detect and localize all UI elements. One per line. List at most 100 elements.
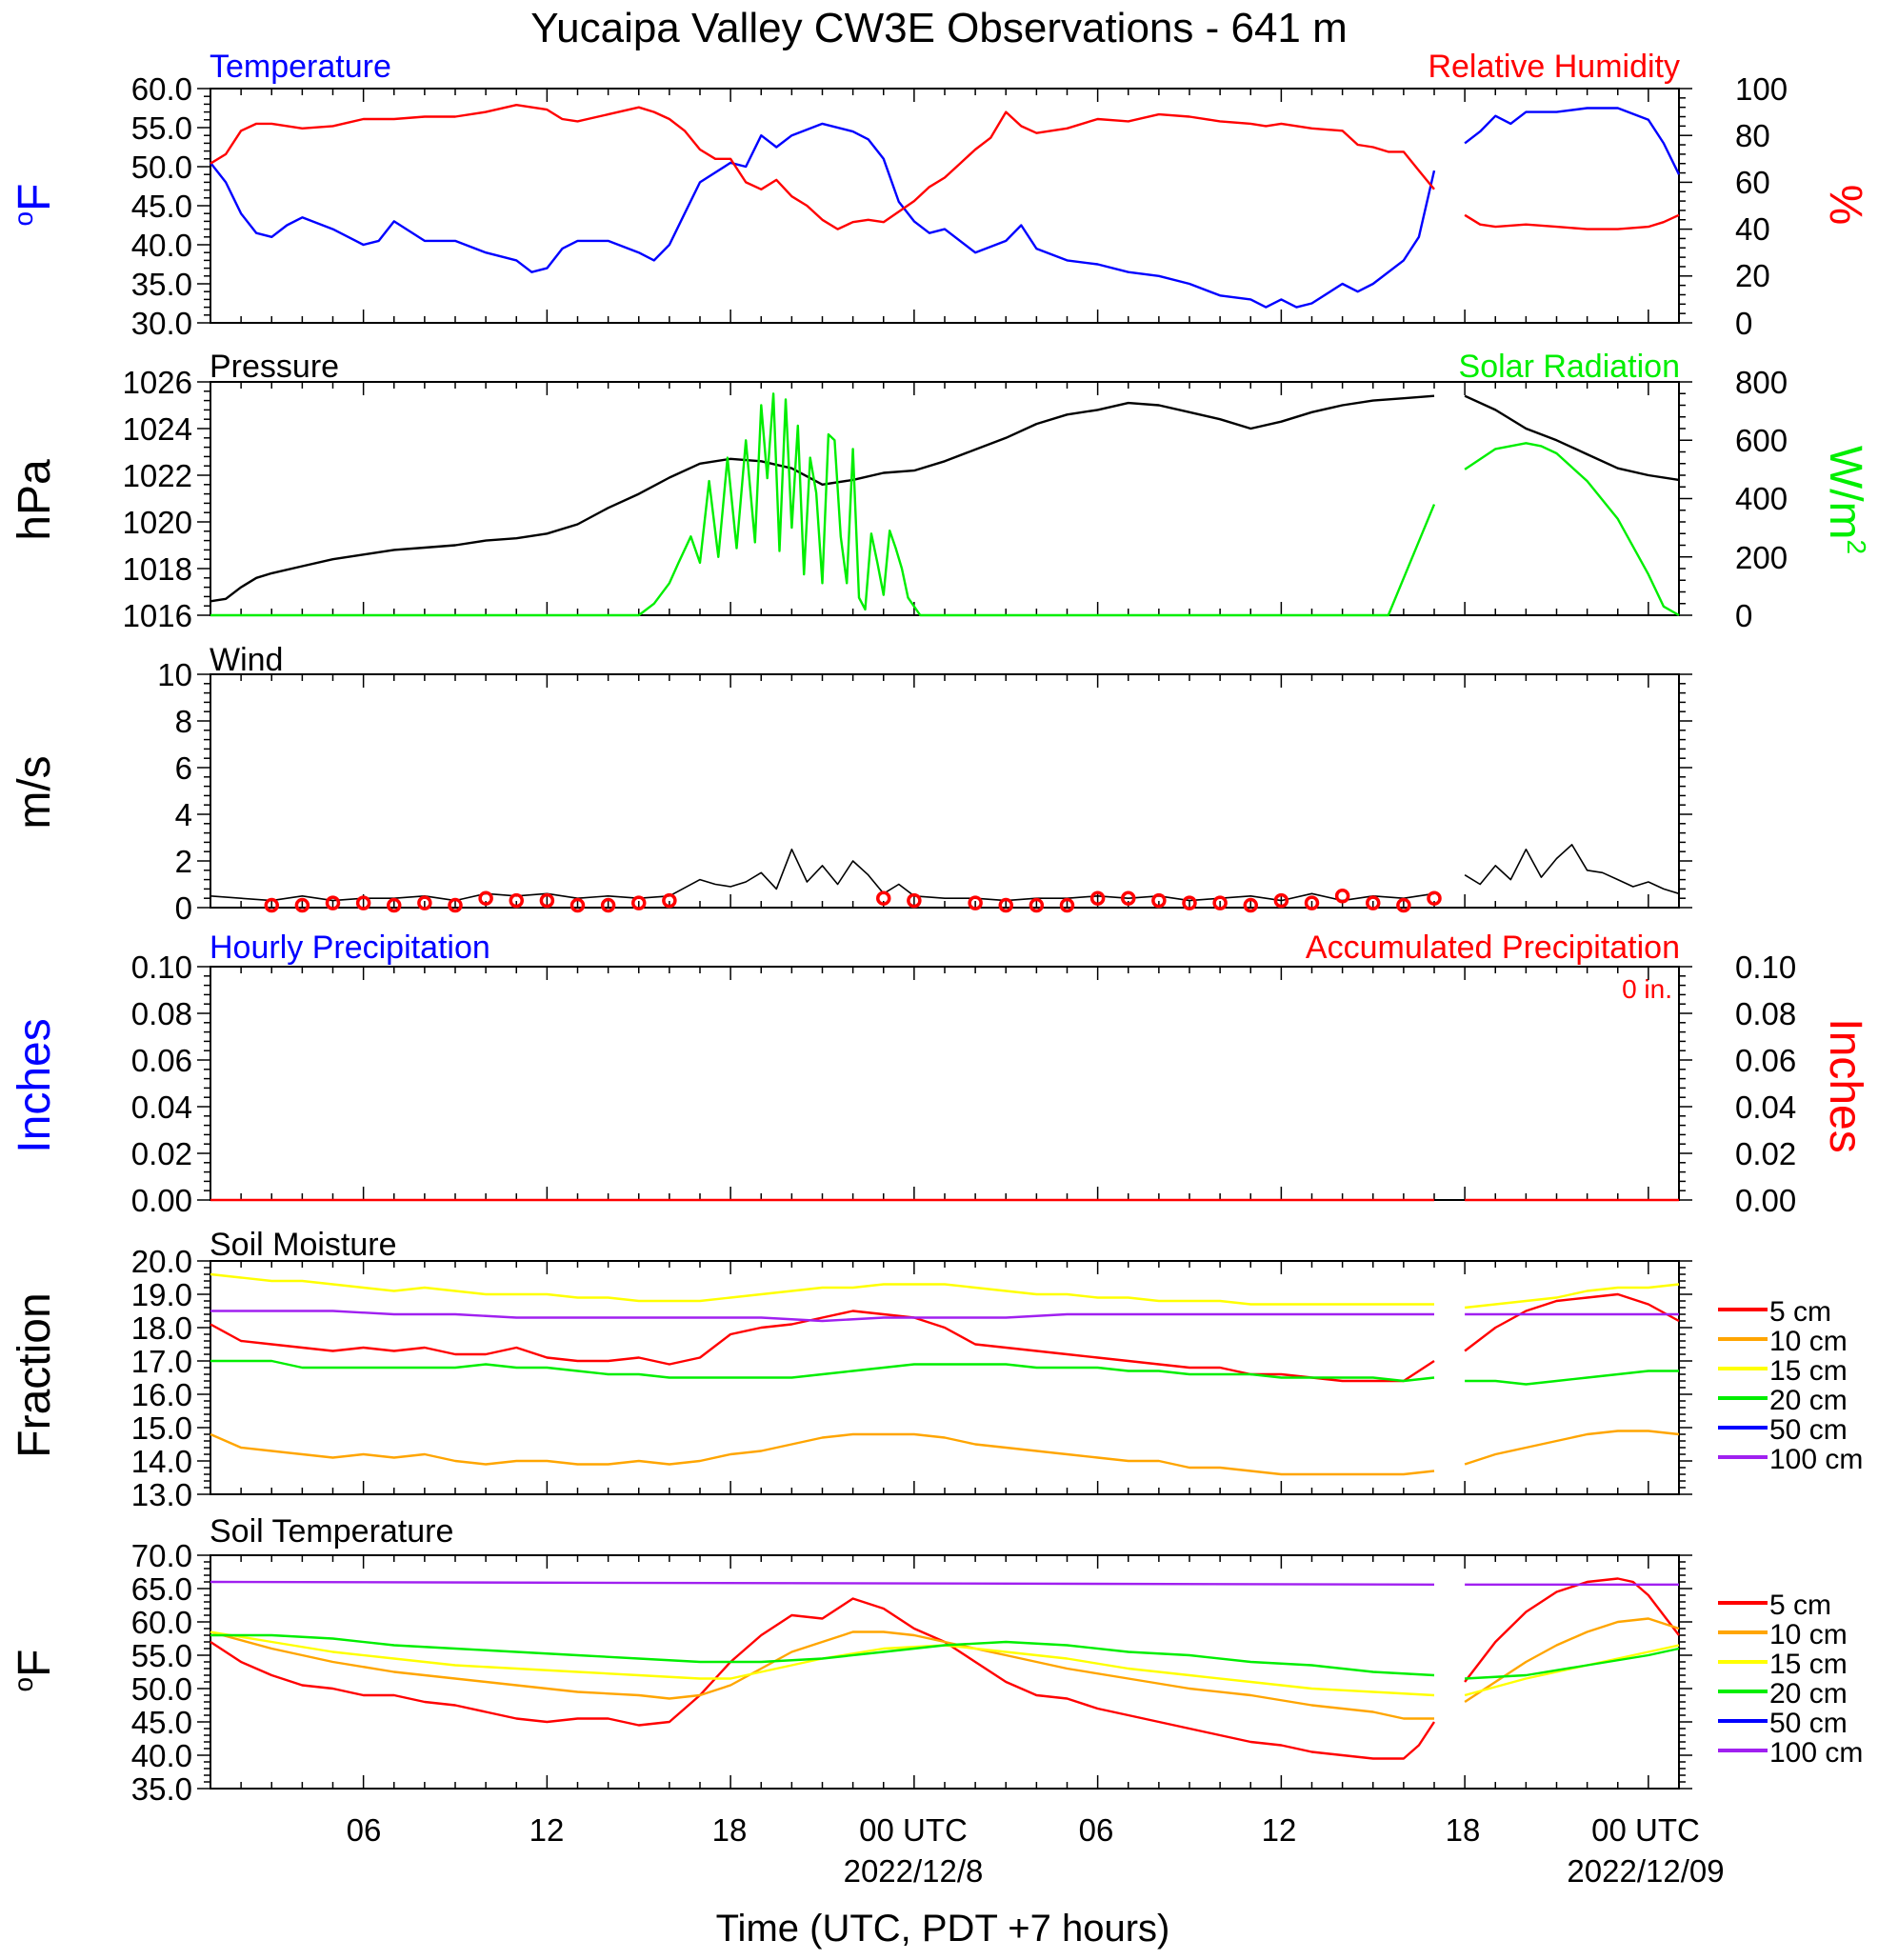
ytick-label: 0 bbox=[1735, 306, 1752, 341]
wind-yticks: 10 8 6 4 2 0 bbox=[157, 657, 192, 926]
ytick-label: 100 bbox=[1735, 71, 1788, 107]
legend-label: 20 cm bbox=[1769, 1385, 1848, 1416]
legend-label: 50 cm bbox=[1769, 1708, 1848, 1739]
panel-soil-temperature: Soil Temperature oF 70.0 65.0 60.0 55.0 … bbox=[9, 1513, 1863, 1807]
legend-label: 50 cm bbox=[1769, 1414, 1848, 1446]
soil-temperature-title: Soil Temperature bbox=[210, 1513, 453, 1550]
soil-temperature-series-line bbox=[1465, 1647, 1680, 1680]
soil-temperature-series-line bbox=[210, 1597, 1436, 1760]
calm-wind-marker bbox=[1396, 897, 1411, 913]
calm-wind-marker bbox=[1029, 897, 1045, 913]
ytick-label: 4 bbox=[175, 797, 192, 832]
legend-label: 5 cm bbox=[1769, 1296, 1831, 1328]
temperature-yticks: 60.0 55.0 50.0 45.0 40.0 35.0 30.0 bbox=[131, 71, 192, 341]
pressure-title: Pressure bbox=[210, 349, 339, 385]
calm-wind-marker bbox=[1089, 890, 1106, 906]
calm-wind-marker bbox=[448, 897, 463, 913]
calm-wind-marker bbox=[907, 892, 922, 909]
calm-wind-marker bbox=[662, 892, 677, 909]
calm-wind-marker bbox=[355, 895, 371, 910]
soil-moisture-series-line bbox=[1464, 1292, 1680, 1352]
solar-axis-label: W/m2 bbox=[1820, 446, 1871, 554]
soil-temperature-yticks: 70.0 65.0 60.0 55.0 50.0 45.0 40.0 35.0 bbox=[131, 1538, 192, 1807]
ytick-label: 35.0 bbox=[131, 267, 192, 302]
calm-wind-marker bbox=[1059, 897, 1075, 913]
ytick-label: 55.0 bbox=[131, 1638, 192, 1673]
accum-precip-axis-label: Inches bbox=[1820, 1018, 1870, 1152]
xtick-label: 06 bbox=[1079, 1812, 1114, 1848]
soil-moisture-series-line bbox=[210, 1359, 1435, 1383]
ytick-label: 80 bbox=[1735, 118, 1770, 153]
calm-wind-marker bbox=[600, 897, 616, 913]
legend-label: 15 cm bbox=[1769, 1649, 1848, 1680]
x-axis-title: Time (UTC, PDT +7 hours) bbox=[716, 1908, 1170, 1950]
ytick-label: 0.04 bbox=[1735, 1090, 1796, 1125]
soil-moisture-series-line bbox=[210, 1310, 1435, 1383]
ytick-label: 55.0 bbox=[131, 110, 192, 146]
legend-label: 10 cm bbox=[1769, 1619, 1848, 1650]
ytick-label: 600 bbox=[1735, 423, 1788, 458]
ytick-label: 6 bbox=[175, 750, 192, 786]
ytick-label: 0.00 bbox=[131, 1183, 192, 1218]
ytick-label: 200 bbox=[1735, 540, 1788, 575]
temp-rh-series-line bbox=[1464, 107, 1681, 175]
plot-layer bbox=[197, 88, 1692, 1790]
ytick-label: 60.0 bbox=[131, 71, 192, 107]
panel-pressure-solar: Pressure Solar Radiation hPa W/m2 1026 1… bbox=[10, 349, 1871, 633]
calm-wind-marker bbox=[631, 895, 647, 910]
ytick-label: 18.0 bbox=[131, 1310, 192, 1346]
soil-moisture-legend: 5 cm 10 cm 15 cm 20 cm 50 cm 100 cm bbox=[1718, 1296, 1863, 1475]
ytick-label: 13.0 bbox=[131, 1477, 192, 1512]
ytick-label: 35.0 bbox=[131, 1771, 192, 1807]
soil-temperature-series-line bbox=[210, 1580, 1435, 1587]
soil-temperature-series-line bbox=[1464, 1617, 1680, 1704]
hourly-precip-axis-label: Inches bbox=[10, 1018, 60, 1152]
soil-moisture-series-line bbox=[210, 1432, 1435, 1476]
ytick-label: 70.0 bbox=[131, 1538, 192, 1573]
ytick-label: 0.02 bbox=[1735, 1136, 1796, 1171]
soil-moisture-series-line bbox=[1464, 1283, 1680, 1310]
ytick-label: 60 bbox=[1735, 165, 1770, 200]
soil-moisture-yticks: 20.0 19.0 18.0 17.0 16.0 15.0 14.0 13.0 bbox=[131, 1244, 192, 1512]
temperature-axis-label: oF bbox=[9, 184, 60, 227]
calm-wind-marker bbox=[876, 890, 891, 906]
xtick-label: 18 bbox=[1446, 1812, 1481, 1848]
ytick-label: 40.0 bbox=[131, 228, 192, 263]
ytick-label: 10 bbox=[157, 657, 192, 692]
ytick-label: 30.0 bbox=[131, 306, 192, 341]
accum-precip-total: 0 in. bbox=[1622, 974, 1672, 1004]
pressure-solar-series-line bbox=[1464, 442, 1680, 617]
ytick-label: 1018 bbox=[123, 551, 192, 587]
date-label: 2022/12/09 bbox=[1567, 1853, 1724, 1889]
legend-label: 20 cm bbox=[1769, 1678, 1848, 1710]
legend-label: 100 cm bbox=[1769, 1737, 1863, 1769]
ytick-label: 45.0 bbox=[131, 189, 192, 224]
legend-label: 100 cm bbox=[1769, 1444, 1863, 1475]
ytick-label: 1020 bbox=[123, 505, 192, 540]
calm-wind-marker bbox=[478, 890, 493, 906]
soil-temperature-series-line bbox=[210, 1630, 1434, 1720]
ytick-label: 0.08 bbox=[1735, 996, 1796, 1031]
wind-title: Wind bbox=[210, 642, 283, 678]
ytick-label: 1022 bbox=[123, 458, 192, 493]
soil-temperature-series-line bbox=[210, 1630, 1435, 1697]
ytick-label: 19.0 bbox=[131, 1277, 192, 1312]
accum-precip-title: Accumulated Precipitation bbox=[1306, 930, 1680, 966]
calm-wind-marker bbox=[417, 895, 432, 910]
temp-rh-series-line bbox=[210, 103, 1435, 230]
ytick-label: 0.08 bbox=[131, 996, 192, 1031]
calm-wind-marker bbox=[998, 897, 1013, 913]
calm-wind-marker bbox=[1273, 892, 1289, 909]
ytick-label: 0.10 bbox=[131, 950, 192, 985]
panel-soil-moisture: Soil Moisture Fraction 20.0 19.0 18.0 17… bbox=[10, 1227, 1863, 1512]
pressure-solar-series-line bbox=[1464, 394, 1680, 482]
soil-temperature-series-line bbox=[1464, 1577, 1680, 1683]
legend-label: 15 cm bbox=[1769, 1355, 1848, 1387]
calm-wind-marker bbox=[968, 895, 983, 910]
solar-title: Solar Radiation bbox=[1459, 349, 1680, 385]
ytick-label: 16.0 bbox=[131, 1377, 192, 1412]
soil-moisture-series-line bbox=[210, 1272, 1434, 1306]
soil-moisture-title: Soil Moisture bbox=[210, 1227, 397, 1263]
ytick-label: 8 bbox=[175, 704, 192, 739]
